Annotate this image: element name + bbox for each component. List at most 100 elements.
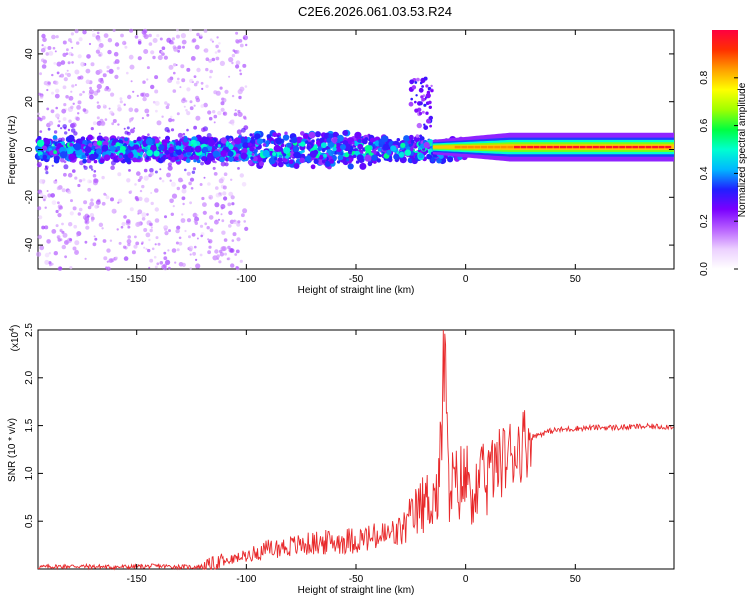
spectrogram-peak-point [619,145,626,149]
spectrogram-noise-point [177,49,181,53]
spectrogram-noise-point [111,208,117,214]
spectrogram-band-point [336,160,341,164]
spectrogram-noise-point [238,95,242,100]
spectrogram-noise-point [130,128,135,134]
spectrogram-noise-point [63,172,67,177]
spectrogram-band-point [311,139,315,143]
spectrogram-band-point [168,146,175,153]
spectrogram-noise-point [44,225,49,230]
spectrogram-noise-point [188,181,192,186]
spectrogram-noise-point [87,179,92,184]
spectrogram-noise-point [222,111,228,116]
spectrogram-noise-point [143,246,146,249]
spectrogram-band-point [116,146,121,151]
spectrogram-noise-point [185,109,188,112]
spectrogram-band-point [93,159,98,164]
spectrogram-noise-point [38,92,42,96]
spectrogram-noise-point [228,75,231,78]
spectrogram-noise-point [57,213,62,218]
spectrogram-band-point [278,154,283,158]
spectrogram-noise-point [140,92,145,97]
spectrogram-band-point [386,149,392,156]
spectrogram-band-point [136,136,142,142]
spectrogram-noise-point [159,177,162,180]
spectrogram-band-point [52,135,58,140]
spectrogram-noise-point [54,50,57,53]
spectrogram-burst-point [429,124,432,128]
spectrogram-noise-point [57,124,61,128]
spectrogram-noise-point [72,102,75,106]
spectrogram-noise-point [182,202,185,206]
spectrogram-peak-point [454,145,461,149]
spectrogram-noise-point [91,29,94,32]
spectrogram-x-tick-label: -100 [236,274,256,285]
spectrogram-burst-point [411,85,417,90]
snr-x-axis-title: Height of straight line (km) [298,585,415,596]
spectrogram-noise-point [180,218,186,223]
spectrogram-noise-point [49,263,52,267]
spectrogram-noise-point [165,105,170,110]
spectrogram-noise-point [97,46,102,50]
spectrogram-band-point [310,164,316,170]
spectrogram-noise-point [82,90,85,94]
spectrogram-noise-point [62,232,68,238]
spectrogram-band-point [320,142,327,149]
spectrogram-noise-point [152,38,158,43]
spectrogram-noise-point [181,213,184,216]
spectrogram-band-point [184,145,192,153]
spectrogram-burst-point [415,134,420,138]
spectrogram-band-point [417,147,421,150]
spectrogram-band-point [294,151,301,159]
spectrogram-noise-point [123,127,126,130]
spectrogram-band-point [250,156,254,160]
spectrogram-noise-point [56,61,62,67]
spectrogram-noise-point [95,199,101,205]
spectrogram-noise-point [45,171,49,175]
spectrogram-noise-point [157,55,163,61]
spectrogram-noise-point [154,218,160,223]
spectrogram-noise-point [47,193,52,198]
spectrogram-noise-point [195,263,201,269]
spectrogram-noise-point [63,164,69,170]
spectrogram-noise-point [53,251,58,256]
spectrogram-noise-point [107,49,112,55]
spectrogram-noise-point [217,218,221,221]
spectrogram-band-point [53,157,60,164]
spectrogram-noise-point [131,250,136,255]
spectrogram-noise-point [154,243,157,246]
spectrogram-noise-point [138,196,143,201]
spectrogram-band-point [268,157,276,165]
spectrogram-noise-point [222,185,227,190]
spectrogram-noise-point [208,116,213,121]
spectrogram-peak-point [527,145,534,149]
spectrogram-band-point [69,142,74,147]
spectrogram-noise-point [196,80,199,84]
spectrogram-noise-point [52,46,56,50]
spectrogram-noise-point [73,224,77,229]
spectrogram-noise-point [89,86,92,90]
colorbar-tick-label: 0.0 [699,262,710,276]
spectrogram-peak-point [612,145,619,149]
spectrogram-y-tick-label: -20 [24,190,35,205]
snr-y-multiplier-base: (x10 [10,331,21,351]
spectrogram-peak-point [540,145,547,149]
spectrogram-noise-point [243,220,246,223]
spectrogram-noise-point [172,89,177,93]
spectrogram-band-point [318,155,324,160]
spectrogram-noise-point [178,236,182,240]
spectrogram-noise-point [51,164,54,167]
spectrogram-noise-point [167,78,173,83]
spectrogram-noise-point [112,119,117,123]
spectrogram-noise-point [232,232,237,237]
spectrogram-peak-point [638,145,645,149]
spectrogram-noise-point [55,224,59,228]
spectrogram-band-point [305,140,309,144]
spectrogram-noise-point [237,220,241,224]
spectrogram-noise-point [77,112,80,115]
spectrogram-noise-point [215,186,219,190]
spectrogram-noise-point [215,192,221,198]
spectrogram-noise-point [70,128,76,133]
spectrogram-band-point [169,143,173,147]
colorbar-ticks: 0.0 0.2 0.4 0.6 0.8 [699,70,738,276]
spectrogram-noise-point [147,133,150,136]
